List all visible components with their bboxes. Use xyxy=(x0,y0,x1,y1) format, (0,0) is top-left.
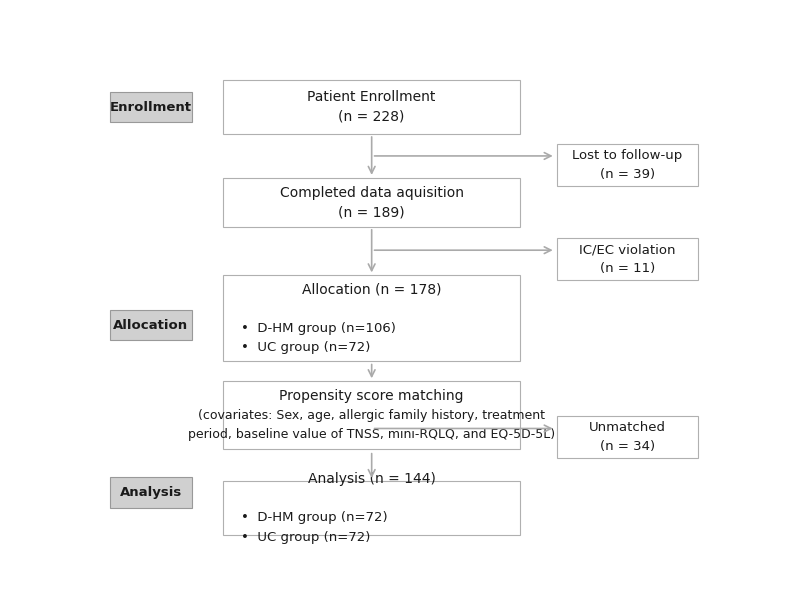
Text: •  D-HM group (n=72): • D-HM group (n=72) xyxy=(241,511,388,524)
Text: (n = 39): (n = 39) xyxy=(600,168,655,181)
FancyBboxPatch shape xyxy=(223,178,520,227)
Text: (n = 189): (n = 189) xyxy=(339,205,405,219)
Text: Propensity score matching: Propensity score matching xyxy=(279,388,464,403)
FancyBboxPatch shape xyxy=(557,416,698,458)
FancyBboxPatch shape xyxy=(223,276,520,361)
Text: Allocation (n = 178): Allocation (n = 178) xyxy=(302,282,441,296)
FancyBboxPatch shape xyxy=(223,381,520,449)
Text: Patient Enrollment: Patient Enrollment xyxy=(308,90,436,104)
Text: Allocation: Allocation xyxy=(113,319,188,332)
Text: Analysis (n = 144): Analysis (n = 144) xyxy=(308,472,436,485)
Text: (n = 228): (n = 228) xyxy=(339,110,405,124)
Text: •  UC group (n=72): • UC group (n=72) xyxy=(241,341,371,354)
FancyBboxPatch shape xyxy=(110,478,192,508)
FancyBboxPatch shape xyxy=(110,311,192,341)
FancyBboxPatch shape xyxy=(557,144,698,186)
Text: Analysis: Analysis xyxy=(120,486,182,499)
Text: Lost to follow-up: Lost to follow-up xyxy=(572,150,683,162)
Text: •  UC group (n=72): • UC group (n=72) xyxy=(241,531,371,544)
Text: period, baseline value of TNSS, mini-RQLQ, and EQ-5D-5L): period, baseline value of TNSS, mini-RQL… xyxy=(188,428,555,441)
FancyBboxPatch shape xyxy=(557,238,698,280)
Text: (covariates: Sex, age, allergic family history, treatment: (covariates: Sex, age, allergic family h… xyxy=(199,408,545,421)
Text: IC/EC violation: IC/EC violation xyxy=(579,243,676,256)
FancyBboxPatch shape xyxy=(223,80,520,134)
FancyBboxPatch shape xyxy=(223,481,520,535)
FancyBboxPatch shape xyxy=(110,92,192,122)
Text: Enrollment: Enrollment xyxy=(110,101,192,114)
Text: Unmatched: Unmatched xyxy=(589,421,666,434)
Text: •  D-HM group (n=106): • D-HM group (n=106) xyxy=(241,321,396,335)
Text: (n = 34): (n = 34) xyxy=(600,440,655,453)
Text: Completed data aquisition: Completed data aquisition xyxy=(280,186,464,200)
Text: (n = 11): (n = 11) xyxy=(600,262,655,275)
